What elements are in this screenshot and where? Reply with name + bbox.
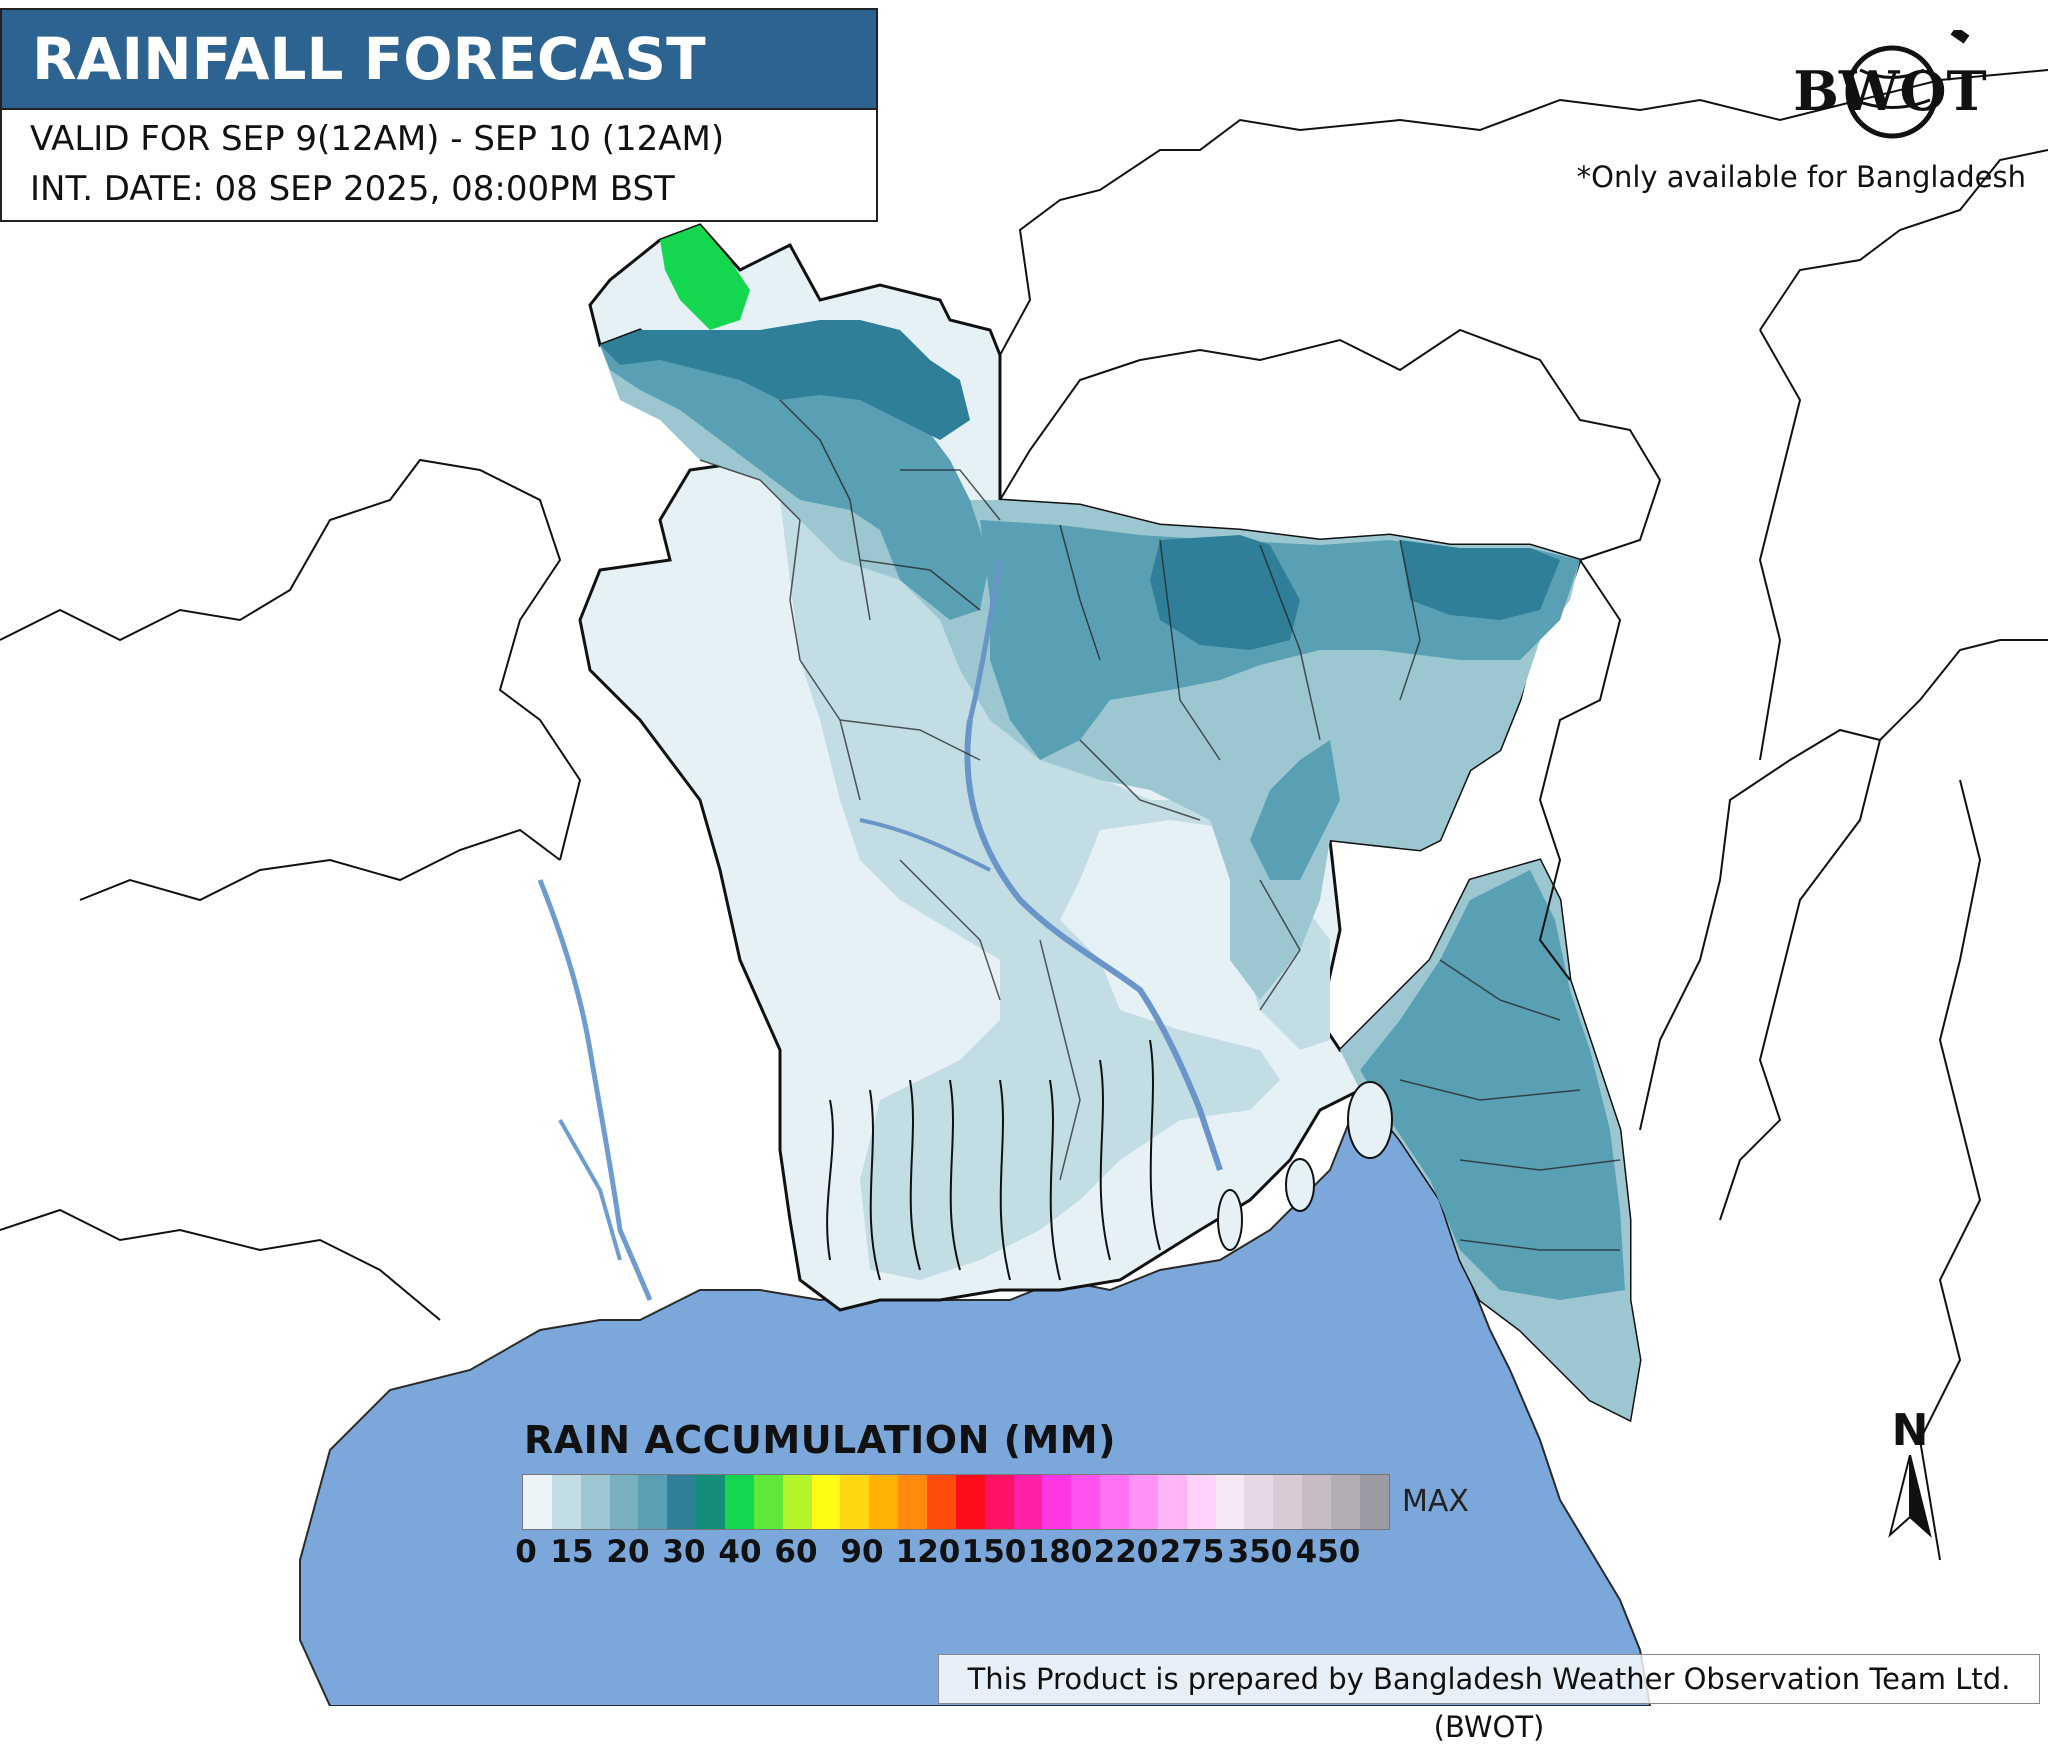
product-credit: This Product is prepared by Bangladesh W… bbox=[938, 1654, 2040, 1744]
rain-zone-30mm-chattogram bbox=[1360, 870, 1625, 1300]
legend-swatch bbox=[927, 1475, 956, 1529]
legend-swatch bbox=[580, 1475, 610, 1529]
legend-color-bar bbox=[522, 1474, 1390, 1530]
availability-note: *Only available for Bangladesh bbox=[1576, 160, 2026, 194]
jamuna-river bbox=[967, 559, 1003, 721]
legend-swatch bbox=[638, 1475, 668, 1529]
legend-swatch bbox=[1215, 1475, 1245, 1529]
rain-zone-40mm-tip bbox=[660, 225, 750, 330]
padma-river bbox=[964, 719, 1223, 1171]
legend-swatch bbox=[1042, 1475, 1072, 1529]
district-borders bbox=[699, 399, 1621, 1251]
valid-for-text: VALID FOR SEP 9(12AM) - SEP 10 (12AM) bbox=[30, 119, 725, 159]
rain-zone-30mm-sylhet bbox=[1150, 535, 1300, 650]
legend-tick: 30 bbox=[662, 1534, 706, 1570]
legend-tick: 450 bbox=[1295, 1534, 1361, 1570]
globe-icon bbox=[1845, 45, 1939, 139]
rain-zone-30mm-sylhet-east bbox=[1400, 540, 1560, 620]
legend-tick: 15 bbox=[550, 1534, 594, 1570]
legend-tick: 275 bbox=[1159, 1534, 1225, 1570]
legend-swatch bbox=[725, 1475, 754, 1529]
island bbox=[1347, 1081, 1393, 1159]
legend-swatch bbox=[955, 1475, 985, 1529]
legend-swatch bbox=[1100, 1475, 1130, 1529]
legend-swatch bbox=[811, 1475, 841, 1529]
legend-swatch bbox=[753, 1475, 783, 1529]
legend-swatch bbox=[1359, 1475, 1389, 1529]
forecast-title: RAINFALL FORECAST bbox=[2, 10, 876, 110]
island bbox=[1285, 1158, 1315, 1212]
legend-title: RAIN ACCUMULATION (MM) bbox=[524, 1418, 1116, 1462]
logo-wordmark: BWOT bbox=[1793, 59, 1987, 123]
state-borders bbox=[0, 69, 2048, 1561]
legend-swatch bbox=[1013, 1475, 1043, 1529]
legend-swatch bbox=[782, 1475, 812, 1529]
init-date-text: INT. DATE: 08 SEP 2025, 08:00PM BST bbox=[30, 169, 675, 209]
legend-tick: 0 bbox=[515, 1534, 537, 1570]
bwot-logo: BWOT bbox=[1793, 30, 1987, 139]
hooghly-river bbox=[537, 879, 653, 1301]
delta-creeks bbox=[826, 1039, 1161, 1281]
legend-swatch bbox=[696, 1475, 726, 1529]
rain-zone-30mm-nw bbox=[600, 320, 970, 440]
legend-swatch bbox=[1331, 1475, 1360, 1529]
legend-tick: 220 bbox=[1093, 1534, 1159, 1570]
legend-swatch bbox=[1302, 1475, 1332, 1529]
legend-tick: 40 bbox=[718, 1534, 762, 1570]
legend-swatch bbox=[984, 1475, 1014, 1529]
legend-tick-labels: 0 15 20 30 40 60 90 120 150 180 220 275 350 450 bbox=[510, 1534, 1410, 1574]
island bbox=[1217, 1189, 1243, 1251]
legend-tick: 180 bbox=[1027, 1534, 1093, 1570]
legend-swatch bbox=[1273, 1475, 1303, 1529]
legend-tick: 150 bbox=[961, 1534, 1027, 1570]
rainfall-map bbox=[0, 69, 2048, 1706]
north-arrow-icon bbox=[1888, 1455, 1932, 1538]
legend-swatch bbox=[1129, 1475, 1158, 1529]
north-label: N bbox=[1891, 1405, 1929, 1456]
legend-swatch bbox=[898, 1475, 928, 1529]
satellite-icon bbox=[1950, 30, 1970, 44]
rain-zone-15mm bbox=[780, 490, 1330, 1280]
river-branch bbox=[558, 1119, 622, 1261]
legend-swatch bbox=[551, 1475, 581, 1529]
legend-swatch bbox=[523, 1475, 552, 1529]
ganges-river bbox=[859, 818, 991, 872]
title-panel: RAINFALL FORECAST VALID FOR SEP 9(12AM) … bbox=[0, 8, 878, 222]
legend-swatch bbox=[840, 1475, 870, 1529]
legend-swatch bbox=[667, 1475, 697, 1529]
legend-swatch bbox=[1157, 1475, 1187, 1529]
legend-swatch bbox=[1186, 1475, 1216, 1529]
legend-swatch bbox=[1244, 1475, 1274, 1529]
legend-tick: 20 bbox=[606, 1534, 650, 1570]
legend-tick: 60 bbox=[774, 1534, 818, 1570]
north-arrow: N bbox=[1880, 1405, 1940, 1545]
rain-zone-30mm-netrokona bbox=[1250, 740, 1340, 880]
legend-swatch bbox=[609, 1475, 639, 1529]
legend-tick: 350 bbox=[1227, 1534, 1293, 1570]
bay-of-bengal bbox=[299, 1093, 1652, 1706]
legend-swatch bbox=[1071, 1475, 1101, 1529]
legend-tick: 120 bbox=[895, 1534, 961, 1570]
legend-max-label: MAX bbox=[1402, 1484, 1469, 1519]
legend-tick: 90 bbox=[840, 1534, 884, 1570]
legend-swatch bbox=[869, 1475, 899, 1529]
